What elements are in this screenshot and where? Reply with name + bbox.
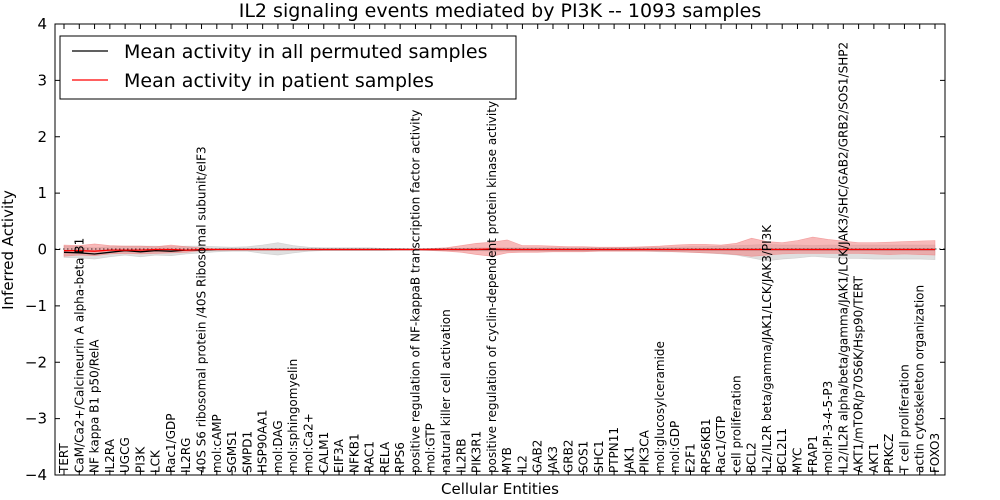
x-tick-label: mol:Ca2+: [301, 413, 315, 473]
x-tick-label: TERT: [57, 443, 71, 474]
x-tick-label: JAK1: [622, 446, 636, 474]
x-tick-label: SGMS1: [225, 430, 239, 473]
x-tick-label: AKT1: [867, 443, 881, 473]
chart-title: IL2 signaling events mediated by PI3K --…: [239, 0, 762, 22]
x-tick-label: mol:GTP: [424, 423, 438, 473]
x-tick-label: IL2/IL2R beta/gamma/JAK1/LCK/JAK3/PI3K: [760, 224, 774, 473]
x-tick-label: PRKCZ: [882, 434, 896, 473]
x-axis-label: Cellular Entities: [441, 480, 559, 498]
x-tick-label: PIK3R1: [470, 431, 484, 473]
x-tick-label: NFKB1: [347, 433, 361, 473]
y-axis: −4 −3 −2 −1 0 1 2 3 4: [25, 15, 945, 484]
x-tick-label: T cell proliferation: [897, 364, 911, 474]
x-tick-label: UGCG: [118, 437, 132, 473]
x-tick-label: SOS1: [577, 441, 591, 473]
x-tick-label: positive regulation of NF-kappaB transcr…: [408, 110, 422, 473]
x-tick-label: GAB2: [531, 440, 545, 473]
x-tick-label: PI3K: [133, 446, 147, 473]
x-tick-label: PTPN11: [607, 427, 621, 473]
x-tick-label: PIK3CA: [638, 429, 652, 473]
x-tick-label: FOXO3: [928, 433, 942, 473]
legend-label-patient: Mean activity in patient samples: [124, 70, 434, 92]
x-tick-label: Rac1/GDP: [164, 414, 178, 473]
x-tick-label: CALM1: [317, 432, 331, 473]
x-axis: TERT CaM/Ca2+/Calcineurin A alpha-beta B1…: [57, 24, 942, 475]
x-tick-label: 40S S6 ribosomal protein /40S Ribosomal …: [195, 146, 209, 473]
y-tick-label: 0: [37, 241, 47, 259]
legend-label-permuted: Mean activity in all permuted samples: [124, 41, 487, 63]
x-tick-label: RELA: [378, 441, 392, 473]
x-tick-label: BCL2: [745, 442, 759, 473]
x-tick-label: EIF3A: [332, 438, 346, 473]
patient-mean-line: [64, 248, 935, 252]
x-tick-label: SHC1: [592, 440, 606, 473]
x-tick-label: RPS6: [393, 442, 407, 473]
x-tick-label: IL2/IL2R alpha/beta/gamma/JAK1/LCK/JAK3/…: [836, 42, 850, 473]
patient-line-layer: [64, 248, 935, 252]
x-tick-label: RAC1: [363, 441, 377, 473]
x-tick-label: E2F1: [684, 443, 698, 473]
y-tick-label: 2: [37, 128, 47, 146]
x-tick-label: MYB: [500, 447, 514, 473]
y-tick-label: −2: [25, 353, 47, 371]
x-tick-label: JAK3: [546, 446, 560, 474]
x-tick-label: RPS6KB1: [699, 418, 713, 473]
x-tick-label: CaM/Ca2+/Calcineurin A alpha-beta B1: [72, 238, 86, 473]
x-tick-label: mol:sphingomyelin: [286, 359, 300, 473]
x-tick-label: mol:DAG: [271, 420, 285, 473]
x-tick-label: Rac1/GTP: [714, 416, 728, 473]
x-tick-label: BCL2L1: [775, 428, 789, 473]
x-tick-label: mol:PI-3-4-5-P3: [821, 381, 835, 473]
x-tick-label: mol:glucosylceramide: [653, 341, 667, 473]
x-tick-label: positive regulation of cyclin-dependent …: [485, 101, 499, 473]
legend-box: [59, 35, 517, 100]
x-tick-label: NF kappa B1 p50/RelA: [88, 339, 102, 473]
x-tick-label: MYC: [790, 448, 804, 473]
x-tick-label: FRAP1: [806, 435, 820, 473]
x-tick-label: actin cytoskeleton organization: [913, 285, 927, 473]
y-axis-label: Inferred Activity: [0, 190, 17, 310]
x-tick-label: GRB2: [561, 439, 575, 473]
y-tick-label: 1: [37, 184, 47, 202]
x-tick-label: HSP90AA1: [256, 409, 270, 473]
x-tick-label: mol:GDP: [668, 421, 682, 473]
x-tick-label: AKT1/mTOR/p70S6K/Hsp90/TERT: [852, 275, 866, 473]
y-tick-label: −1: [25, 297, 47, 315]
x-tick-label: IL2RB: [454, 439, 468, 473]
x-tick-label: natural killer cell activation: [439, 309, 453, 473]
x-tick-label: mol:cAMP: [210, 414, 224, 473]
x-tick-label: IL2RG: [179, 438, 193, 474]
x-tick-label: IL2RA: [103, 438, 117, 473]
y-tick-label: 3: [37, 71, 47, 89]
x-tick-label: cell proliferation: [729, 375, 743, 473]
y-tick-label: −3: [25, 410, 47, 428]
x-tick-label: LCK: [149, 449, 163, 473]
y-tick-label: −4: [25, 466, 47, 484]
legend: Mean activity in all permuted samples Me…: [59, 35, 517, 100]
y-tick-label: 4: [37, 15, 47, 33]
x-tick-label: SMPD1: [240, 431, 254, 473]
x-tick-label: IL2: [515, 455, 529, 473]
